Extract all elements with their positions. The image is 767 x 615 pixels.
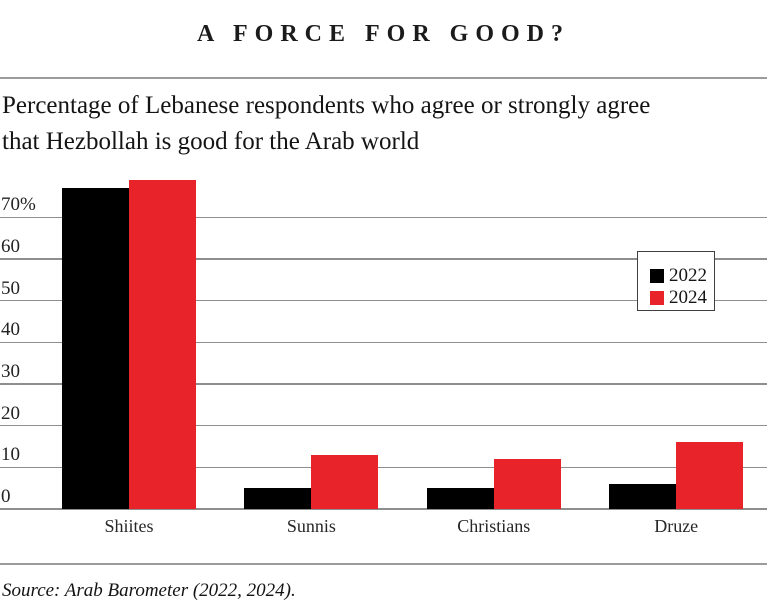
source-divider-rule bbox=[0, 563, 767, 565]
legend-swatch-2022-icon bbox=[650, 268, 664, 283]
y-tick-label-40: 40 bbox=[1, 319, 20, 341]
y-tick-label-60: 60 bbox=[1, 236, 20, 258]
bar-druze-2024 bbox=[676, 442, 744, 509]
bar-christians-2024 bbox=[493, 459, 561, 509]
y-tick-label-50: 50 bbox=[1, 277, 20, 299]
y-tick-label-10: 10 bbox=[1, 444, 20, 466]
bar-sunnis-2024 bbox=[311, 454, 379, 509]
legend-label-2022: 2022 bbox=[669, 265, 707, 286]
x-label-shiites: Shiites bbox=[104, 516, 154, 536]
gridline-40 bbox=[0, 341, 767, 344]
gridline-0 bbox=[0, 508, 767, 510]
chart-subtitle: Percentage of Lebanese respondents who a… bbox=[2, 88, 650, 160]
bar-sunnis-2022 bbox=[244, 488, 312, 509]
plot-area: 70% 60 50 40 30 20 10 0 Shiites Sunnis Christians D… bbox=[0, 160, 767, 560]
bar-christians-2022 bbox=[426, 488, 494, 509]
legend-item-2024: 2024 bbox=[650, 288, 714, 307]
chart-title: A FORCE FOR GOOD? bbox=[196, 21, 570, 47]
x-label-druze: Druze bbox=[654, 516, 699, 536]
gridline-20 bbox=[0, 424, 767, 427]
legend: 2022 2024 bbox=[637, 251, 715, 311]
bar-shiites-2022 bbox=[62, 188, 129, 509]
source-note: Source: Arab Barometer (2022, 2024). bbox=[2, 580, 296, 601]
legend-item-2022: 2022 bbox=[650, 266, 714, 285]
y-tick-label-0: 0 bbox=[1, 486, 11, 507]
gridline-50 bbox=[0, 299, 767, 302]
gridline-30 bbox=[0, 383, 767, 385]
subtitle-line-2: that Hezbollah is good for the Arab worl… bbox=[2, 128, 420, 155]
y-tick-label-20: 20 bbox=[1, 402, 20, 424]
x-label-christians: Christians bbox=[457, 516, 531, 536]
gridline-10 bbox=[0, 466, 767, 469]
gridline-70 bbox=[0, 216, 767, 219]
legend-label-2024: 2024 bbox=[669, 287, 707, 308]
y-tick-label-70: 70% bbox=[1, 194, 36, 216]
legend-swatch-2024-icon bbox=[650, 290, 664, 305]
subtitle-line-1: Percentage of Lebanese respondents who a… bbox=[2, 92, 651, 119]
bar-druze-2022 bbox=[609, 484, 677, 509]
x-label-sunnis: Sunnis bbox=[286, 516, 336, 536]
y-tick-label-30: 30 bbox=[1, 361, 20, 383]
gridline-60 bbox=[0, 258, 767, 260]
bar-shiites-2024 bbox=[129, 179, 196, 509]
title-divider-rule bbox=[0, 77, 767, 79]
